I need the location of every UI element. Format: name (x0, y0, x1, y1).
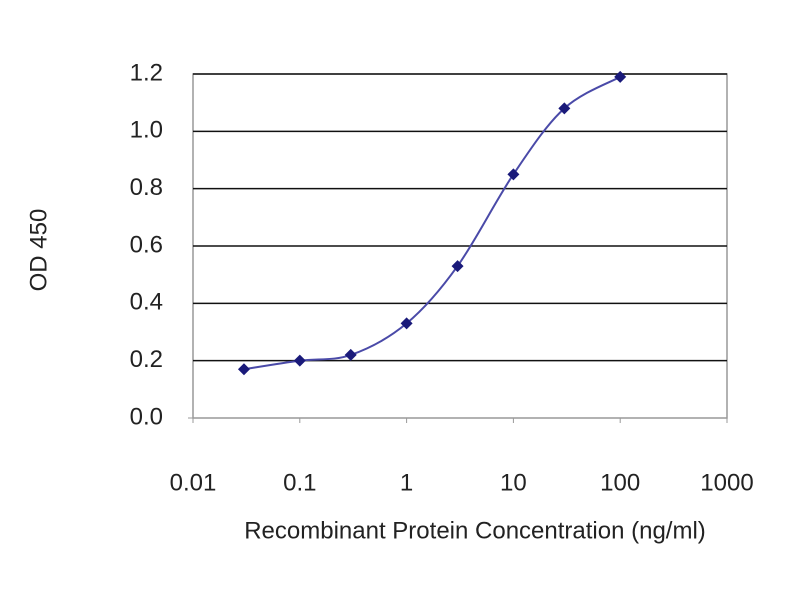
x-tick-label: 1 (400, 469, 413, 496)
y-axis-label: OD 450 (25, 209, 52, 292)
y-tick-label: 0.4 (130, 289, 163, 316)
marker (558, 102, 571, 115)
marker (344, 348, 357, 361)
x-tick-label: 0.1 (283, 469, 316, 496)
x-tick-label: 1000 (700, 469, 753, 496)
y-tick-label: 1.0 (130, 117, 163, 144)
marker (237, 363, 250, 376)
y-tick-label: 0.2 (130, 346, 163, 373)
y-tick-label: 0.6 (130, 231, 163, 258)
x-tick-label: 10 (500, 469, 527, 496)
x-tick-label: 100 (600, 469, 640, 496)
marker (293, 354, 306, 367)
y-tick-label: 0.0 (130, 403, 163, 430)
y-tick-label: 1.2 (130, 59, 163, 86)
y-tick-label: 0.8 (130, 174, 163, 201)
x-axis-label: Recombinant Protein Concentration (ng/ml… (244, 517, 706, 544)
marker (507, 168, 520, 181)
x-tick-label: 0.01 (170, 469, 217, 496)
line (243, 75, 621, 371)
marker (614, 70, 627, 83)
marker (451, 260, 464, 273)
marker (400, 317, 413, 330)
